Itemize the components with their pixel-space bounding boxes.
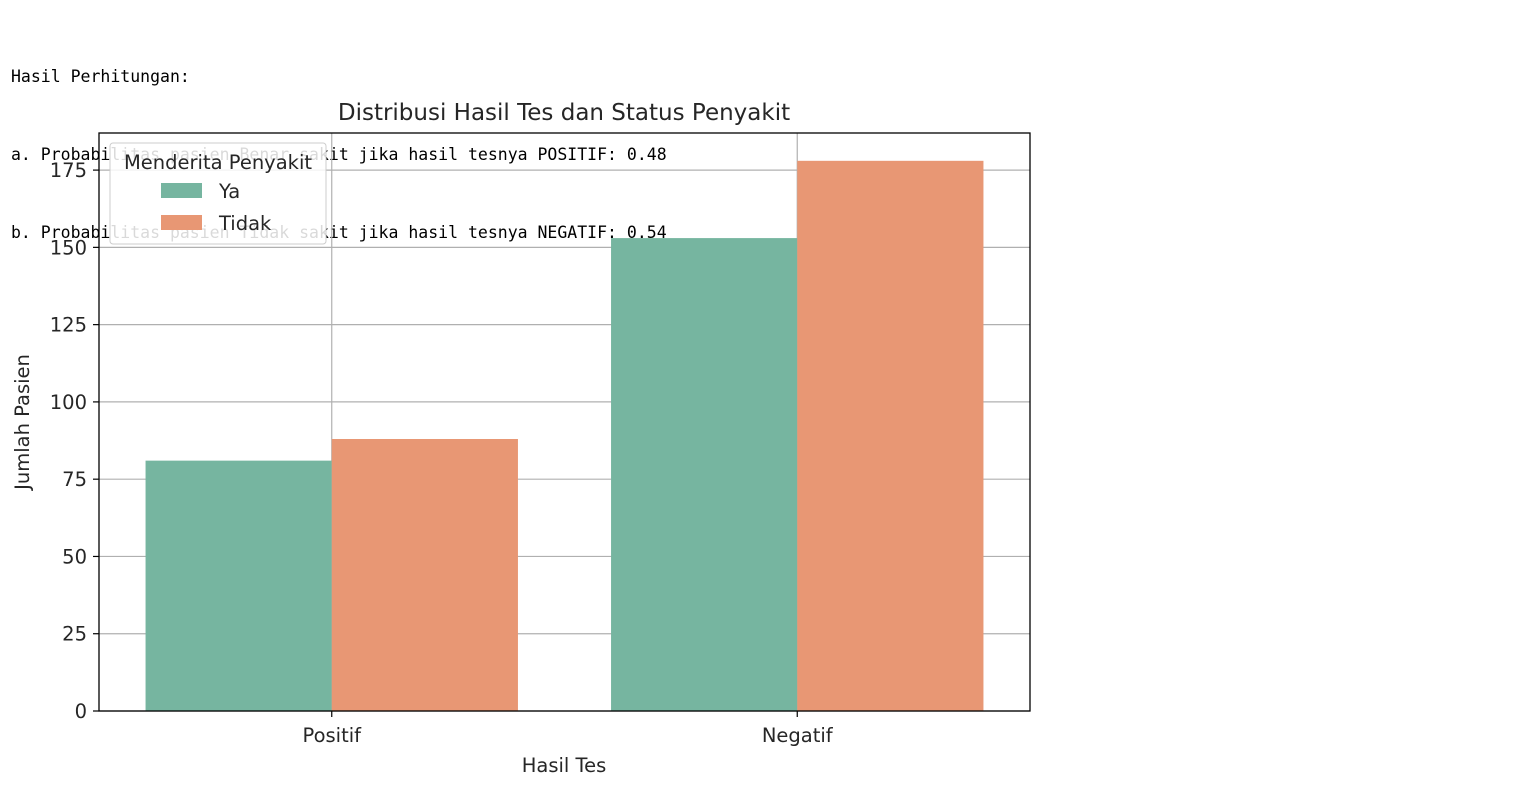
y-tick-label: 150 <box>50 236 87 259</box>
bar-ya-positif <box>145 460 332 711</box>
axis-ticks: 0 25 50 75 100 125 150 175 Positif Negatif <box>50 159 834 747</box>
y-tick-label: 175 <box>50 159 87 182</box>
legend: Menderita Penyakit Ya Tidak <box>109 142 327 245</box>
bar-tidak-negatif <box>797 160 984 711</box>
bars <box>145 160 984 711</box>
legend-swatch-tidak <box>161 215 202 230</box>
x-tick-label: Negatif <box>762 724 834 747</box>
x-axis-label: Hasil Tes <box>522 754 607 777</box>
bar-tidak-positif <box>331 439 518 711</box>
legend-title: Menderita Penyakit <box>124 151 312 174</box>
legend-swatch-ya <box>161 183 202 198</box>
chart-title: Distribusi Hasil Tes dan Status Penyakit <box>338 100 790 126</box>
y-axis-label: Jumlah Pasien <box>11 354 34 492</box>
x-tick-label: Positif <box>303 724 363 747</box>
legend-label-ya: Ya <box>218 180 240 203</box>
y-tick-label: 25 <box>62 623 87 646</box>
y-tick-label: 75 <box>62 468 87 491</box>
y-tick-label: 100 <box>50 391 87 414</box>
y-tick-label: 50 <box>62 545 87 568</box>
plot-frame <box>98 132 1031 712</box>
y-tick-label: 125 <box>50 314 87 337</box>
bar-ya-negatif <box>611 238 798 711</box>
y-tick-label: 0 <box>75 700 87 723</box>
legend-label-tidak: Tidak <box>218 212 272 235</box>
output-heading: Hasil Perhitungan: <box>11 67 190 86</box>
